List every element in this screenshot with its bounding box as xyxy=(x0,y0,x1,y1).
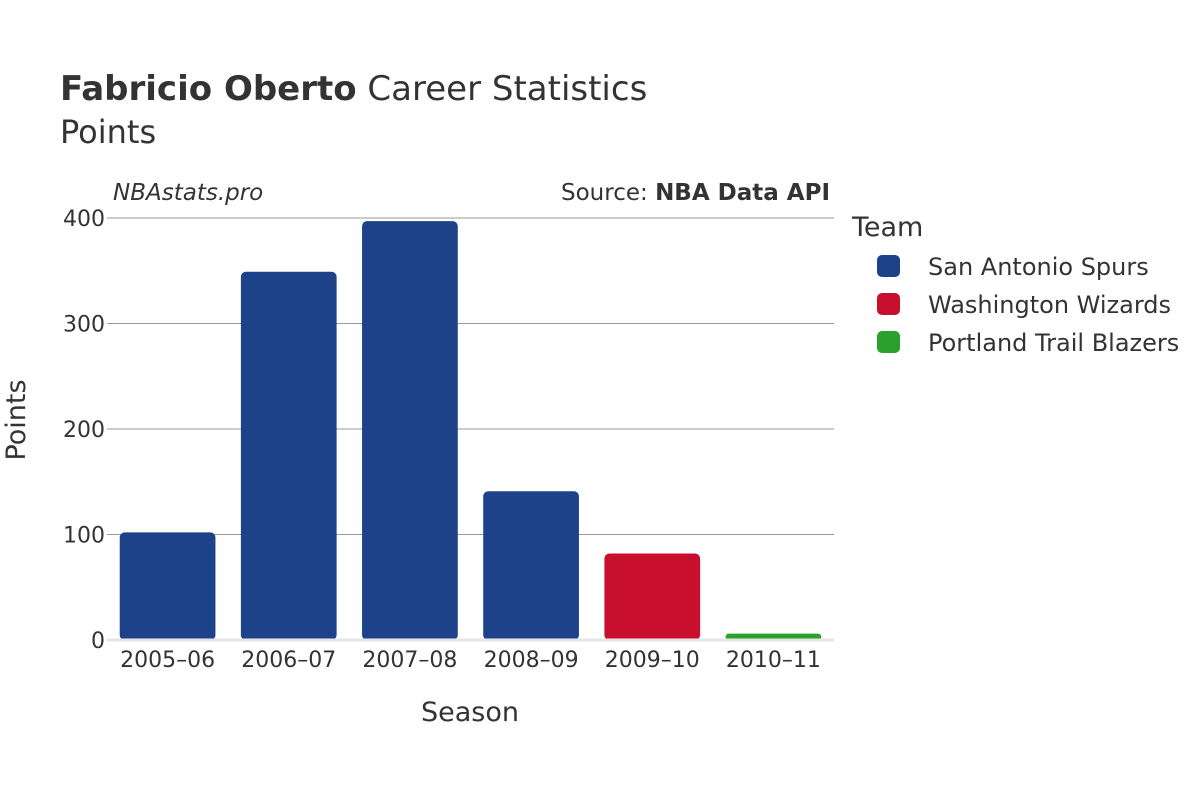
legend-swatch xyxy=(877,255,900,277)
legend-swatch xyxy=(877,331,900,353)
x-tick-label: 2005–06 xyxy=(120,648,215,673)
x-tick-label: 2007–08 xyxy=(362,648,457,673)
y-axis-title: Points xyxy=(1,379,32,460)
y-tick-label: 0 xyxy=(91,629,105,654)
bar xyxy=(362,221,458,641)
bar xyxy=(119,532,216,640)
y-tick-label: 300 xyxy=(63,313,105,338)
y-tick-label: 200 xyxy=(63,418,105,443)
bar xyxy=(725,633,822,640)
x-axis-ticks: 2005–06 2006–07 2007–08 2008–09 2009–10 2010–… xyxy=(120,648,821,673)
y-tick-label: 100 xyxy=(63,524,105,549)
bars xyxy=(119,221,822,641)
x-tick-label: 2008–09 xyxy=(484,648,579,673)
bar xyxy=(604,553,701,640)
source-name: NBA Data API xyxy=(655,180,830,206)
watermark: NBAstats.pro xyxy=(113,180,263,206)
x-tick-label: 2006–07 xyxy=(241,648,336,673)
legend: Team San Antonio Spurs Washington Wizards… xyxy=(851,212,1179,357)
bar xyxy=(240,271,337,640)
legend-swatch xyxy=(877,293,900,315)
source-prefix: Source: xyxy=(561,180,655,206)
source-text: Source: NBA Data API xyxy=(561,180,830,206)
bar xyxy=(483,491,579,640)
chart-title: Fabricio Oberto Career Statistics xyxy=(60,69,647,109)
legend-label: Washington Wizards xyxy=(928,291,1171,319)
x-tick-label: 2010–11 xyxy=(726,648,821,673)
player-name: Fabricio Oberto xyxy=(60,69,357,109)
x-tick-label: 2009–10 xyxy=(605,648,700,673)
legend-items: San Antonio Spurs Washington Wizards Portl… xyxy=(877,253,1179,357)
legend-label: San Antonio Spurs xyxy=(928,253,1149,281)
gridlines xyxy=(107,217,834,535)
y-axis-ticks: 0 100 200 300 400 xyxy=(63,207,105,654)
y-tick-label: 400 xyxy=(63,207,105,232)
chart-subtitle: Points xyxy=(60,113,156,151)
legend-label: Portland Trail Blazers xyxy=(928,329,1179,357)
x-axis-title: Season xyxy=(421,697,519,728)
title-rest: Career Statistics xyxy=(357,69,648,109)
legend-title: Team xyxy=(851,212,923,243)
